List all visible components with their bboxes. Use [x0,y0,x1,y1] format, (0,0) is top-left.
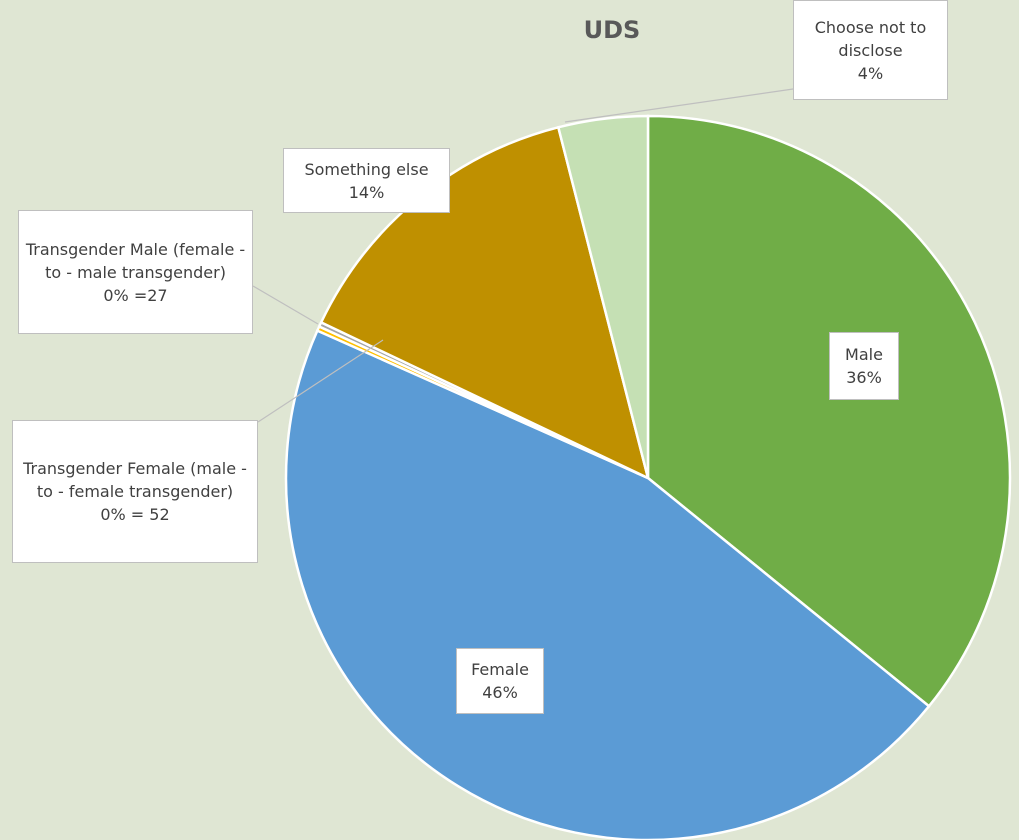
label-value: 0% =27 [103,285,168,305]
label-category: Male [845,345,883,364]
leader-line [252,285,319,325]
data-label: Transgender Female (male - to - female t… [12,420,258,563]
label-category: Female [471,660,529,679]
label-value: 46% [482,683,518,702]
label-category: Transgender Male (female - to - male tra… [25,239,246,282]
pie-slice [646,114,1012,708]
data-label: Male 36% [829,332,899,400]
label-value: 4% [857,63,884,83]
label-value: 36% [846,368,882,387]
data-label: Female 46% [456,648,544,714]
label-value: 14% [348,182,385,202]
data-label: Choose not to disclose 4% [793,0,948,100]
data-label: Transgender Male (female - to - male tra… [18,210,253,334]
leader-lines [252,87,801,423]
label-category: Something else [304,159,429,179]
leader-line [564,87,801,123]
label-category: Choose not to disclose [814,17,927,60]
leader-line [257,339,384,423]
chart-title: UDS [583,16,641,44]
data-label: Something else 14% [283,148,450,213]
pie-slice [284,328,931,840]
label-category: Transgender Female (male - to - female t… [23,459,247,501]
label-value: 0% = 52 [100,505,170,524]
pie-slice [556,114,650,479]
